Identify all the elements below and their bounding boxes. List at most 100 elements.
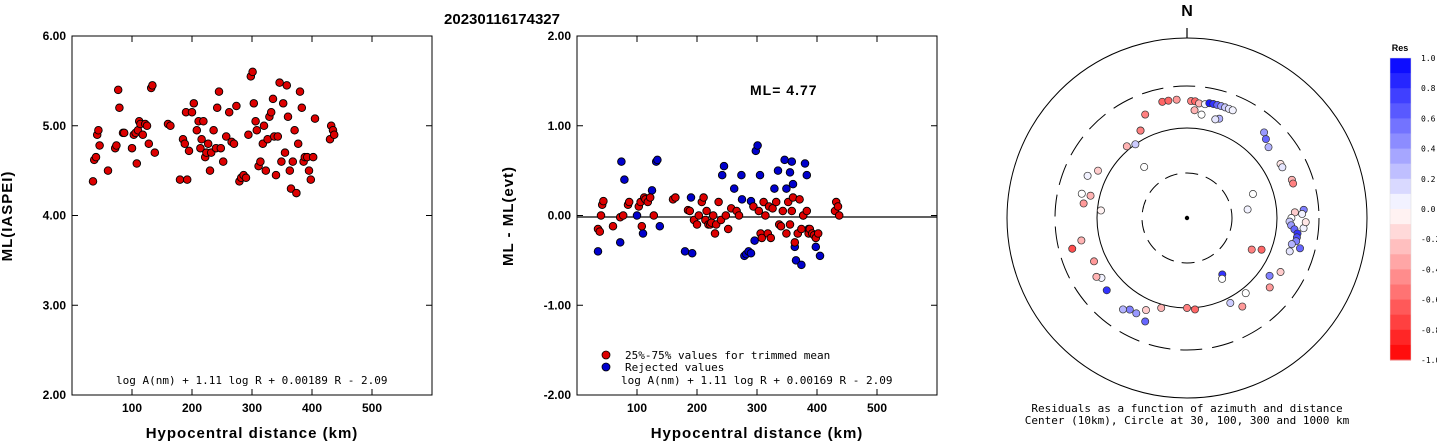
data-point [288,157,298,166]
data-point [209,125,218,135]
data-point [277,157,286,166]
data-point [132,159,142,168]
rejected-point [780,155,789,165]
colorbar-ticks: 1.0 0.8 0.6 0.4 0.2 0.0 -0.2 -0.4 -0.6 -0.8 -1.0 [1421,54,1437,365]
rejected-point [791,256,801,265]
rejected-point [719,161,729,171]
data-point [214,87,224,96]
panel2-x-axis-label: Hypocentral distance (km) [651,425,864,441]
ml-value-label: ML= 4.77 [750,82,818,98]
data-point [261,166,271,175]
p2-y-tick-label: 1.00 [548,119,572,133]
trimmed-mean-point [618,211,628,220]
trimmed-mean-point [710,229,720,238]
station-marker [1102,286,1111,295]
station-marker [1228,106,1237,115]
data-point [244,130,253,139]
trimmed-mean-point [599,196,608,206]
colorbar-cell [1390,58,1411,74]
p2-y-tick-label: -1.00 [544,298,572,312]
station-marker [1243,205,1252,214]
data-point [150,148,160,157]
colorbar-cells [1389,57,1412,361]
data-point [175,175,185,184]
data-point [259,121,269,130]
rejected-point [811,242,821,252]
p1-y-tick-label: 5.00 [43,119,67,133]
data-point [94,125,103,135]
panel2-x-ticks: 100 200 300 400 500 [627,36,887,415]
station-marker [1077,236,1086,245]
station-markers [1068,95,1310,326]
panel2-y-ticks: -2.00 -1.00 0.00 1.00 2.00 [544,29,937,402]
station-marker [1287,240,1296,249]
data-point [95,141,104,150]
colorbar-cell [1390,284,1411,301]
trimmed-mean-point [768,204,777,213]
station-marker [1125,305,1134,314]
data-point [199,117,208,126]
data-point [88,177,98,186]
data-point [229,139,239,148]
rejected-point [638,229,648,238]
rejected-point [737,195,747,204]
circle-30km [1141,172,1233,264]
data-point [180,139,190,148]
rejected-point [680,247,690,256]
colorbar-tick-label: -0.2 [1421,235,1437,244]
trimmed-mean-point [749,202,758,211]
trimmed-mean-point [721,211,731,220]
data-point [203,139,213,148]
colorbar-cell [1390,209,1411,225]
colorbar-cell [1390,269,1411,285]
station-marker [1079,199,1088,208]
trimmed-mean-point [802,206,812,216]
station-marker [1289,179,1298,188]
station-marker [1241,289,1250,298]
rejected-point [655,222,665,231]
trimmed-mean-point [785,220,795,229]
station-marker [1265,271,1274,280]
p2-y-tick-label: 2.00 [548,29,572,43]
station-marker [1290,208,1299,217]
data-point [142,121,152,130]
trimmed-mean-point [624,197,634,207]
p2-x-tick-label: 100 [627,401,647,415]
data-point [189,99,199,108]
trimmed-mean-point [637,222,647,231]
ml-vs-distance-panel: 100 200 300 400 500 2.00 3.00 4.00 5.00 6.00 log… [0,29,433,441]
panel1-y-axis-label: ML(IASPEI) [0,171,16,262]
residual-colorbar: Res 1.0 0.8 0.6 0.4 0.2 0.0 -0.2 -0.4 -0.6 -0.8 -1… [1389,43,1437,365]
data-point [182,175,192,184]
trimmed-mean-point [813,229,823,238]
data-point [127,143,137,153]
p1-x-tick-label: 200 [182,401,202,415]
colorbar-cell [1390,239,1411,255]
north-label: N [1181,3,1193,20]
panel1-points [88,67,339,198]
data-point [212,103,222,113]
data-point [283,112,293,122]
station-marker [1247,245,1256,254]
station-marker [1249,190,1257,198]
rejected-point [653,155,662,165]
colorbar-tick-label: 0.6 [1421,114,1436,123]
colorbar-tick-label: 1.0 [1421,54,1436,63]
panel2-points [593,141,844,270]
trimmed-mean-point [714,197,723,207]
data-point [290,125,299,135]
p1-y-tick-label: 6.00 [43,29,67,43]
data-point [306,175,316,184]
trimmed-mean-point [692,220,702,229]
station-marker [1131,140,1140,149]
colorbar-tick-label: -0.4 [1421,265,1437,274]
station-marker [1119,305,1127,314]
station-marker [1157,304,1166,312]
rejected-point [797,260,806,270]
trimmed-mean-point [708,211,718,220]
rejected-point [787,157,797,166]
rejected-point [746,248,756,258]
colorbar-cell [1390,344,1411,361]
panel1-frame [71,35,433,396]
